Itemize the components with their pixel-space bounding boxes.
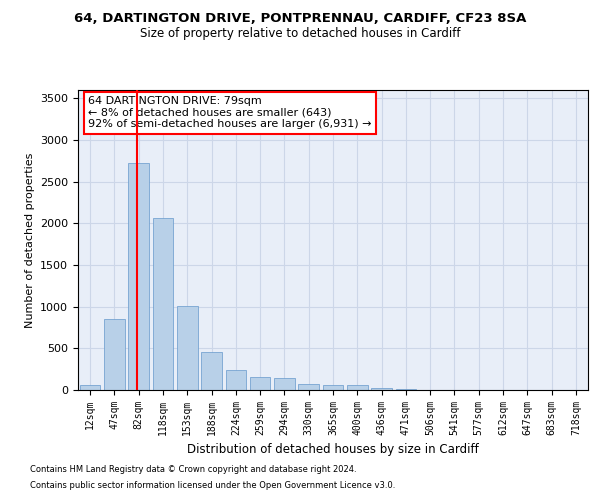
Bar [226,370,246,390]
Bar [274,378,295,390]
Text: Contains public sector information licensed under the Open Government Licence v3: Contains public sector information licen… [30,480,395,490]
Bar [104,319,125,390]
Bar [80,385,100,390]
X-axis label: Distribution of detached houses by size in Cardiff: Distribution of detached houses by size … [187,444,479,456]
Text: Size of property relative to detached houses in Cardiff: Size of property relative to detached ho… [140,28,460,40]
Bar [323,386,343,390]
Text: 64 DARTINGTON DRIVE: 79sqm
← 8% of detached houses are smaller (643)
92% of semi: 64 DARTINGTON DRIVE: 79sqm ← 8% of detac… [88,96,372,129]
Bar [347,386,368,390]
Bar [250,377,271,390]
Bar [298,384,319,390]
Bar [395,389,416,390]
Bar [201,352,222,390]
Bar [152,218,173,390]
Y-axis label: Number of detached properties: Number of detached properties [25,152,35,328]
Bar [128,162,149,390]
Bar [371,388,392,390]
Text: 64, DARTINGTON DRIVE, PONTPRENNAU, CARDIFF, CF23 8SA: 64, DARTINGTON DRIVE, PONTPRENNAU, CARDI… [74,12,526,26]
Text: Contains HM Land Registry data © Crown copyright and database right 2024.: Contains HM Land Registry data © Crown c… [30,466,356,474]
Bar [177,306,197,390]
